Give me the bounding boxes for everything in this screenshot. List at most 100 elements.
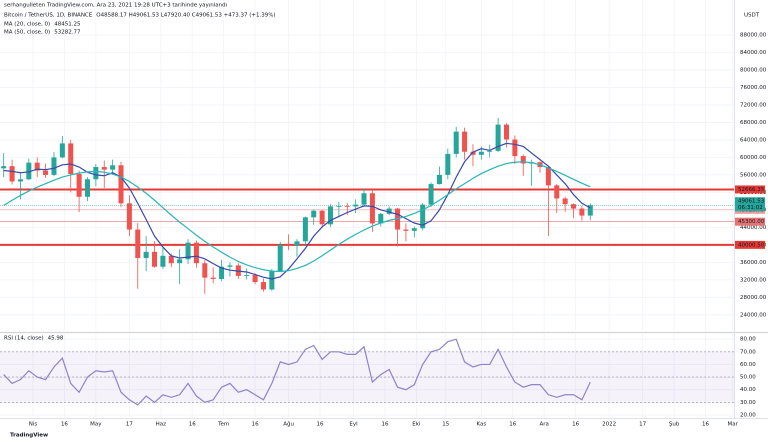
candle-body [361, 193, 367, 205]
y-tick-label: 44000.00 [740, 225, 767, 231]
x-tick-label: 2022 [602, 422, 616, 428]
x-tick-label: 16 [317, 422, 324, 428]
y-tick-label: 50.00 [740, 375, 756, 381]
candle-body [260, 282, 266, 290]
x-tick-label: Şub [669, 422, 680, 428]
candle-body [520, 156, 526, 164]
price-tag [735, 217, 765, 226]
candle-body [420, 204, 426, 229]
x-tick-label: 17 [639, 422, 646, 428]
x-tick-label: 16 [702, 422, 709, 428]
candle-body [17, 179, 23, 182]
legend-entry: MA (50, close, 0) [4, 30, 50, 36]
candle-body [495, 124, 501, 151]
candle-body [428, 184, 434, 205]
candle-body [51, 157, 57, 175]
y-tick-label: 24000.00 [740, 312, 767, 318]
chart-title: Bitcoin / TetherUS, 1D, BINANCE [4, 13, 93, 19]
footer: TradingView [10, 433, 48, 439]
candle-body [470, 151, 476, 155]
candle-body [193, 242, 199, 264]
candle-body [487, 150, 493, 152]
candle-body [126, 203, 132, 230]
x-tick-label: 16 [189, 422, 196, 428]
y-tick-label: 40.00 [740, 387, 756, 393]
currency: USDT [744, 13, 760, 19]
candle-body [84, 179, 91, 197]
candle-body [76, 174, 82, 197]
candle-body [403, 229, 409, 231]
x-tick-label: Ağu [283, 421, 294, 428]
candle-body [579, 208, 585, 216]
candle-body [43, 170, 49, 175]
price-tag [735, 185, 765, 194]
ohlc: O48588.17 H49061.53 L47920.40 C49061.53 … [96, 13, 275, 19]
legend-value: 45.98 [48, 336, 64, 342]
price-tag-label: 40000.50 [738, 242, 765, 248]
candle-body [1, 166, 7, 169]
candle-body [294, 241, 300, 246]
x-tick-label: Kas [476, 422, 486, 428]
y-tick-label: 68000.00 [740, 120, 767, 126]
candle-body [269, 271, 275, 290]
candle-body [177, 259, 183, 264]
candle-body [286, 244, 292, 246]
candle-body [344, 205, 350, 207]
x-tick-label: 16 [572, 422, 579, 428]
y-tick-label: 60000.00 [740, 155, 767, 161]
x-tick-label: 16 [509, 422, 516, 428]
y-tick-label: 36000.00 [740, 260, 767, 266]
y-tick-label: 30.00 [740, 400, 756, 406]
x-tick-label: Haz [156, 422, 167, 428]
x-tick-label: 16 [381, 422, 388, 428]
candle-body [93, 167, 99, 180]
candle-body [160, 255, 166, 267]
candle-body [9, 166, 15, 182]
candle-body [152, 251, 158, 267]
y-tick-label: 20.00 [740, 412, 756, 418]
candle-body [185, 242, 191, 260]
price-tag-label: 45300.00 [738, 219, 765, 225]
candle-body [587, 205, 593, 216]
y-tick-label: 32000.00 [740, 277, 767, 283]
x-tick-label: May [90, 422, 102, 428]
y-tick-label: 56000.00 [740, 172, 767, 178]
y-tick-label: 80.00 [740, 337, 756, 343]
price-tag-label: 52666.35 [738, 187, 765, 193]
y-tick-label: 80000.00 [740, 67, 767, 73]
candle-body [59, 143, 65, 158]
candle-body [252, 275, 258, 283]
legend-entry: RSI (14, close) [4, 336, 44, 342]
candle-body [445, 153, 451, 175]
y-tick-label: 72000.00 [740, 102, 767, 108]
candle-body [562, 198, 568, 205]
candle-body [227, 265, 233, 267]
candle-body [411, 228, 417, 231]
x-tick-label: 16 [252, 422, 259, 428]
price-tag [735, 197, 765, 212]
x-tick-label: 15 [442, 422, 449, 428]
x-tick-label: 17 [126, 422, 133, 428]
x-tick-label: Tem [217, 422, 229, 428]
y-tick-label: 88000.00 [740, 32, 767, 38]
x-tick-label: Mar [728, 422, 739, 428]
candle-body [369, 193, 375, 224]
x-tick-label: Eki [412, 422, 421, 428]
x-tick-label: Nis [29, 422, 38, 428]
candle-body [554, 185, 560, 199]
candle-body [118, 165, 124, 204]
line-series [3, 142, 591, 280]
candle-body [545, 167, 551, 186]
candle-body [202, 263, 208, 278]
y-tick-label: 84000.00 [740, 50, 767, 56]
candle-body [135, 229, 141, 258]
x-tick-label: Ara [539, 422, 548, 428]
candle-body [378, 213, 384, 224]
legend-value: 53282.77 [54, 30, 81, 36]
candle-body [143, 251, 149, 258]
line-series [3, 338, 591, 406]
candle-body [277, 244, 283, 272]
candle-body [319, 210, 325, 225]
candle-body [68, 143, 74, 175]
y-tick-label: 60.00 [740, 362, 756, 368]
